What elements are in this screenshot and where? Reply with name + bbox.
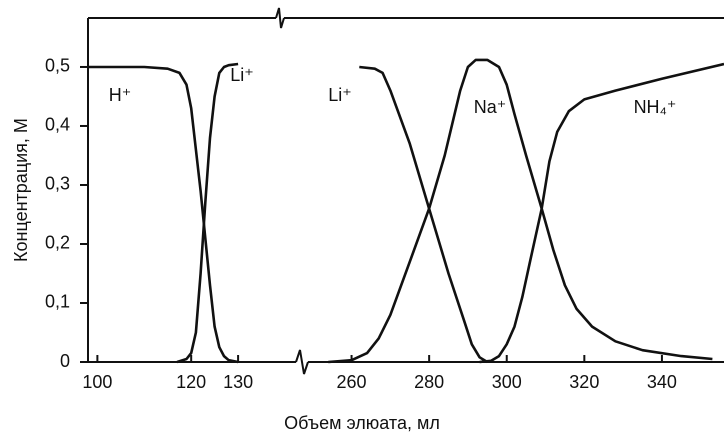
y-tick-label: 0,4: [45, 115, 70, 135]
y-tick-label: 0: [60, 351, 70, 371]
x-tick-label: 280: [414, 372, 444, 392]
x-tick-label: 340: [647, 372, 677, 392]
axis-break: [275, 7, 285, 29]
x-tick-label: 300: [492, 372, 522, 392]
y-tick-label: 0,1: [45, 292, 70, 312]
y-axis-title: Концентрация, М: [11, 118, 31, 262]
x-tick-label: 100: [82, 372, 112, 392]
series-line: [359, 65, 488, 364]
series-label: Li⁺: [230, 65, 254, 85]
series-label: H⁺: [109, 85, 132, 105]
y-tick-label: 0,2: [45, 233, 70, 253]
series-line: [328, 58, 713, 364]
x-axis-title: Объем элюата, мл: [284, 413, 440, 433]
x-tick-label: 320: [569, 372, 599, 392]
y-tick-label: 0,3: [45, 174, 70, 194]
series-line: [479, 62, 724, 364]
y-tick-label: 0,5: [45, 56, 70, 76]
x-tick-label: 130: [223, 372, 253, 392]
series-label: Na⁺: [474, 97, 507, 117]
series-line: [176, 62, 239, 364]
x-tick-label: 260: [337, 372, 367, 392]
x-tick-label: 120: [176, 372, 206, 392]
axis-break: [295, 349, 309, 375]
series-line: [88, 65, 239, 364]
series-label: Li⁺: [328, 85, 352, 105]
series-label: NH₄⁺: [634, 97, 677, 117]
